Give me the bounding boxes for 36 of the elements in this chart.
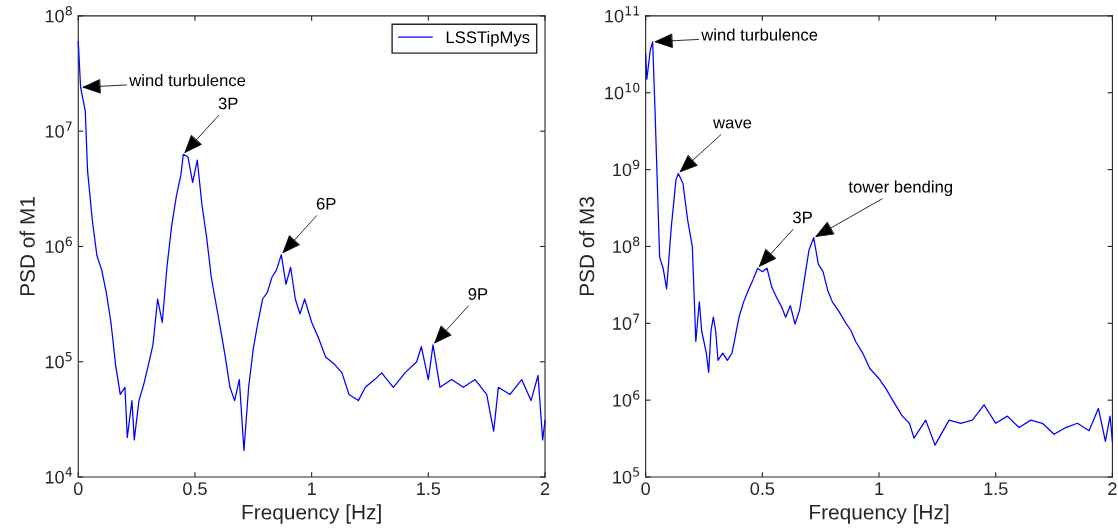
x-tick-label: 0.5 bbox=[183, 482, 207, 496]
x-tick-label: 2 bbox=[540, 482, 550, 495]
y-tick-label: 10$^{11}$ bbox=[605, 6, 640, 23]
annotation: wind turbulence bbox=[701, 28, 818, 41]
y-tick-label: 10$^{5}$ bbox=[45, 352, 72, 369]
annotation: 9P bbox=[468, 288, 488, 300]
x-tick-label: 1 bbox=[308, 482, 316, 495]
y-tick-label: 10$^{8}$ bbox=[45, 6, 72, 23]
x-tick-label: 1 bbox=[875, 482, 884, 495]
x-tick-label: 0.5 bbox=[750, 482, 775, 496]
annotation: 6P bbox=[316, 197, 336, 210]
x-axis-title: Frequency [Hz] bbox=[242, 504, 381, 524]
annotation: wave bbox=[713, 119, 752, 129]
y-tick-label: 10$^{8}$ bbox=[613, 236, 640, 254]
x-tick-label: 0 bbox=[73, 482, 83, 496]
y-axis-title: PSD of M1 bbox=[19, 197, 35, 296]
x-tick-label: 2 bbox=[1108, 482, 1117, 495]
annotation: tower bending bbox=[848, 180, 953, 197]
x-tick-label: 0 bbox=[641, 482, 650, 496]
y-tick-label: 10$^{4}$ bbox=[45, 467, 73, 484]
annotation: 3P bbox=[793, 211, 812, 224]
y-tick-label: 10$^{7}$ bbox=[613, 313, 640, 330]
annotation: wind turbulence bbox=[129, 74, 246, 87]
x-tick-label: 1.5 bbox=[417, 482, 441, 496]
annotation: 3P bbox=[218, 97, 238, 110]
y-tick-label: 10$^{10}$ bbox=[605, 82, 640, 100]
y-tick-label: 10$^{7}$ bbox=[45, 121, 72, 138]
line-series bbox=[645, 41, 1114, 446]
legend-label: LSSTipMys bbox=[446, 30, 530, 47]
y-tick-label: 10$^{6}$ bbox=[45, 236, 73, 254]
y-tick-label: 10$^{6}$ bbox=[613, 390, 640, 407]
y-tick-label: 10$^{5}$ bbox=[613, 467, 640, 484]
x-axis-title: Frequency [Hz] bbox=[810, 504, 949, 524]
y-axis-title: PSD of M3 bbox=[579, 197, 595, 296]
y-tick-label: 10$^{9}$ bbox=[613, 159, 640, 177]
x-tick-label: 1.5 bbox=[984, 482, 1008, 496]
